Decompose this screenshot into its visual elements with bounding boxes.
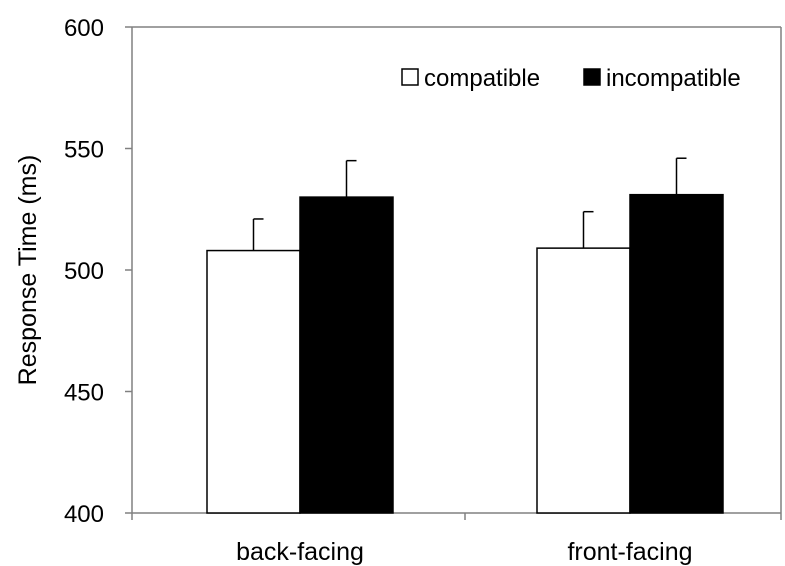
error-bars-layer — [252, 157, 687, 251]
y-tick-label-3: 550 — [64, 137, 104, 164]
legend-label-incompatible: incompatible — [606, 65, 741, 92]
y-tick-label-4: 600 — [64, 15, 104, 42]
y-tick-label-2: 500 — [64, 258, 104, 285]
x-category-label-0: back-facing — [236, 538, 364, 566]
y-tick-label-0: 400 — [64, 501, 104, 528]
legend-swatch-compatible — [401, 68, 419, 86]
bar-incompatible-front-facing — [629, 193, 724, 514]
bars-layer — [206, 193, 724, 514]
labels-layer: 400 450 500 550 600 back-facing front-facing Re… — [14, 15, 693, 566]
bar-incompatible-back-facing — [299, 196, 394, 514]
x-category-label-1: front-facing — [567, 538, 692, 566]
y-tick-label-1: 450 — [64, 380, 104, 407]
bar-compatible-back-facing — [206, 249, 301, 514]
legend-label-compatible: compatible — [424, 65, 540, 92]
legend: compatible incompatible — [401, 65, 741, 92]
legend-swatch-incompatible — [583, 68, 601, 86]
bar-compatible-front-facing — [536, 247, 631, 514]
y-axis-title: Response Time (ms) — [14, 155, 42, 386]
